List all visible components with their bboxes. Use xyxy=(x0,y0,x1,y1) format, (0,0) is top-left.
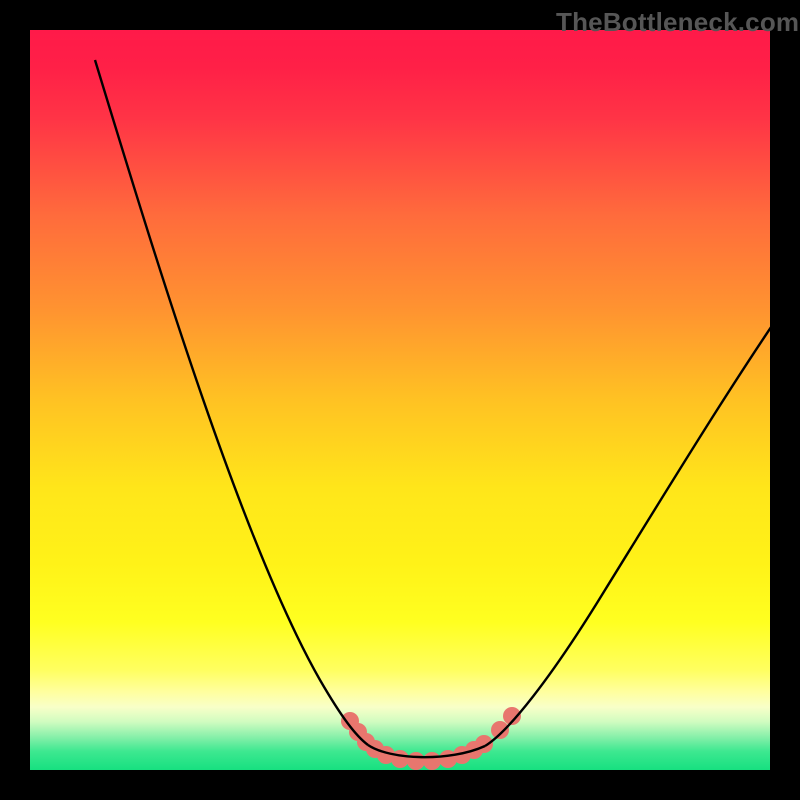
watermark-text: TheBottleneck.com xyxy=(556,7,799,38)
highlight-dot xyxy=(475,735,493,753)
highlight-dot xyxy=(407,752,425,770)
highlight-dot xyxy=(423,752,441,770)
highlight-dot xyxy=(491,721,509,739)
plot-area xyxy=(30,30,770,770)
chart-container: TheBottleneck.com xyxy=(0,0,800,800)
frame-border-bottom xyxy=(0,770,800,800)
gradient-background xyxy=(30,30,770,770)
chart-svg xyxy=(30,30,770,770)
frame-border-left xyxy=(0,0,30,800)
highlight-dot xyxy=(391,750,409,768)
frame-border-right xyxy=(770,0,800,800)
